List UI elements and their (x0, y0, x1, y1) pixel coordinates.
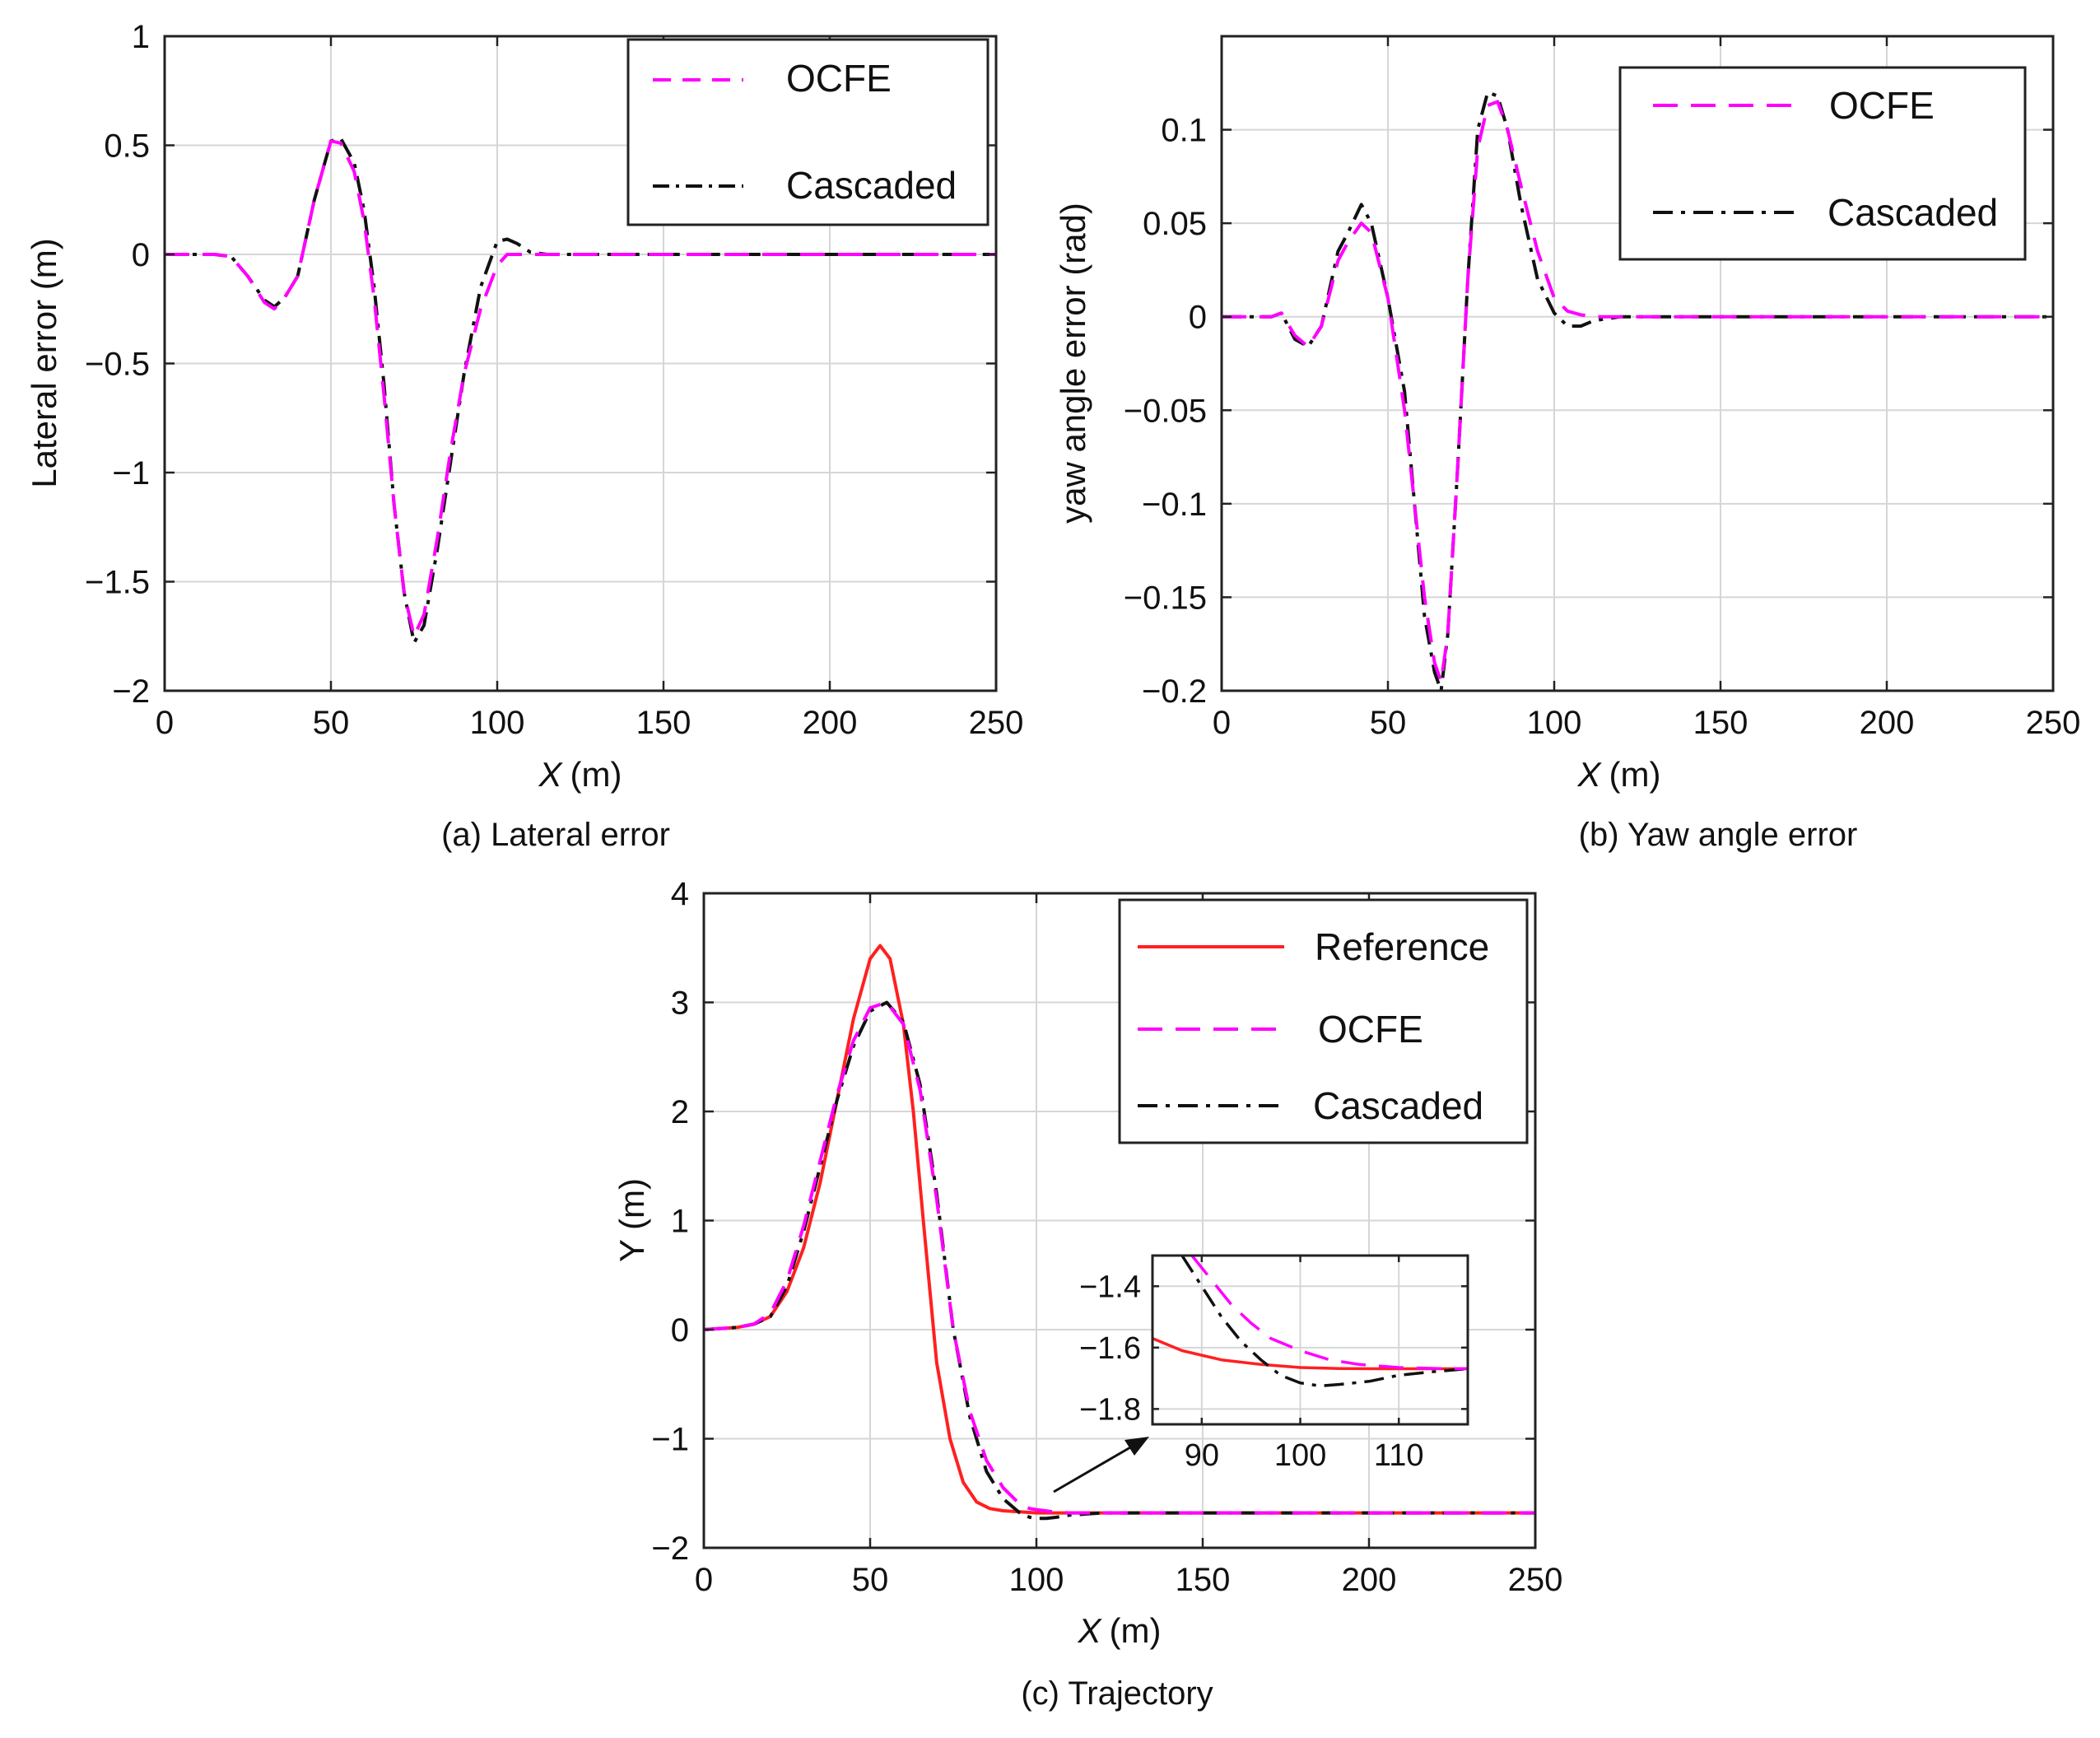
panel-b-legend: OCFE Cascaded (1618, 66, 2027, 261)
panel-a-ylabel: Lateral error (m) (25, 238, 63, 487)
y-tick-label: −0.05 (1124, 393, 1207, 429)
legend-ocfe-label: OCFE (1829, 84, 1935, 127)
x-tick-label: 150 (1693, 705, 1748, 741)
x-tick-label: 150 (636, 705, 691, 741)
x-tick-label: 200 (803, 705, 858, 741)
x-tick-label: 50 (1370, 705, 1407, 741)
panel-b-yaw-angle-error: 0 50 100 150 200 250 −0.2 −0.15 −0.1 −0.05 0 0.05 0.… (1054, 35, 2081, 853)
panel-a-legend-box (626, 38, 989, 226)
panel-a-ticks: 0 50 100 150 200 250 −2 −1.5 −1 −0.5 0 0.5 1 (85, 19, 1023, 741)
y-tick-label: 0.1 (1161, 113, 1207, 149)
series-line-reference (704, 944, 1535, 1515)
arrow-head-icon (1125, 1437, 1149, 1456)
legend-ocfe-label: OCFE (1318, 1008, 1423, 1051)
series-line-cascaded (165, 137, 996, 645)
legend-cascaded-label: Cascaded (786, 164, 957, 207)
legend-cascaded-label: Cascaded (1828, 191, 1998, 234)
x-tick-label: 0 (156, 705, 174, 741)
y-tick-label: −0.5 (85, 347, 150, 383)
series-line-ocfe (1222, 100, 2053, 683)
x-tick-label: 100 (1009, 1562, 1064, 1598)
arrow-shaft (1053, 1442, 1137, 1493)
panel-b-caption: (b) Yaw angle error (1579, 817, 1858, 853)
panel-b-xlabel: X (m) (1577, 755, 1661, 794)
y-tick-label: −0.1 (1142, 487, 1207, 523)
legend-reference-label: Reference (1315, 925, 1489, 968)
x-tick-label: 250 (969, 705, 1024, 741)
panel-c-legend: Reference OCFE Cascaded (1118, 898, 1529, 1144)
y-tick-label: −0.15 (1124, 580, 1207, 616)
panel-c-caption: (c) Trajectory (1021, 1675, 1213, 1712)
y-tick-label: 0 (671, 1312, 689, 1349)
y-tick-label: 2 (671, 1094, 689, 1130)
y-tick-label: −1 (651, 1422, 689, 1458)
panel-c-ylabel: XY (m) (612, 1178, 651, 1262)
panel-b-ticks: 0 50 100 150 200 250 −0.2 −0.15 −0.1 −0.05 0 0.05 0.… (1124, 36, 2081, 741)
y-tick-label: −0.2 (1142, 673, 1207, 710)
panel-a-xlabel: X (m) (538, 755, 622, 794)
panel-c-series (704, 944, 1535, 1521)
y-tick-label: −1.5 (85, 565, 150, 601)
panel-c-xlabel: X (m) (1078, 1611, 1162, 1650)
series-line-ocfe (165, 139, 996, 638)
y-tick-label: 0 (1189, 300, 1207, 336)
y-tick-label: −2 (651, 1531, 689, 1567)
panel-c-legend-box (1118, 898, 1529, 1144)
panel-b-ylabel: yaw angle error (rad) (1054, 203, 1092, 524)
inset-series (1152, 1256, 1468, 1388)
y-tick-label: −2 (112, 673, 150, 710)
inset-background (1152, 1256, 1468, 1424)
panel-a-series (165, 137, 996, 645)
y-tick-label: −1 (112, 455, 150, 492)
y-tick-label: −1.4 (1079, 1270, 1141, 1304)
y-tick-label: 1 (671, 1204, 689, 1240)
x-tick-label: 0 (695, 1562, 713, 1598)
x-tick-label: 100 (1527, 705, 1582, 741)
y-tick-label: 0.5 (104, 128, 150, 165)
x-tick-label: 90 (1185, 1438, 1219, 1473)
panel-a-lateral-error: 0 50 100 150 200 250 −2 −1.5 −1 −0.5 0 0.5 1 OCFE Ca… (25, 19, 1023, 853)
panel-b-legend-box (1618, 66, 2027, 261)
x-tick-label: 250 (1508, 1562, 1563, 1598)
x-tick-label: 150 (1176, 1562, 1231, 1598)
y-tick-label: 0 (132, 237, 150, 273)
inset-pointer-arrow (1053, 1437, 1149, 1493)
panel-c-trajectory: 0 50 100 150 200 250 −2 −1 0 1 2 3 4 Reference OCFE … (612, 876, 1562, 1712)
panel-a-legend: OCFE Cascaded (626, 38, 989, 226)
panel-c-inset: 90 100 110 −1.8 −1.6 −1.4 (1079, 1254, 1469, 1473)
y-tick-label: −1.8 (1079, 1392, 1141, 1427)
x-tick-label: 50 (313, 705, 350, 741)
legend-ocfe-label: OCFE (786, 57, 892, 100)
y-tick-label: 1 (132, 19, 150, 55)
panel-b-series (1222, 91, 2053, 691)
series-line-ocfe (704, 1000, 1535, 1515)
panel-a-caption: (a) Lateral error (441, 817, 670, 853)
panel-c-ticks: 0 50 100 150 200 250 −2 −1 0 1 2 3 4 (651, 876, 1562, 1598)
x-tick-label: 50 (852, 1562, 889, 1598)
x-tick-label: 0 (1213, 705, 1231, 741)
x-tick-label: 110 (1374, 1438, 1424, 1473)
x-tick-label: 200 (1860, 705, 1915, 741)
inset-axes-box (1151, 1254, 1469, 1426)
y-tick-label: 4 (671, 876, 689, 912)
x-tick-label: 100 (1274, 1438, 1326, 1473)
x-tick-label: 100 (470, 705, 525, 741)
series-line-ocfe (1190, 1256, 1468, 1371)
x-tick-label: 250 (2026, 705, 2081, 741)
legend-cascaded-label: Cascaded (1313, 1084, 1483, 1127)
series-line-cascaded (1180, 1256, 1468, 1388)
inset-grid (1152, 1256, 1468, 1424)
panel-b-axes-box (1220, 35, 2055, 692)
y-tick-label: −1.6 (1079, 1331, 1141, 1366)
y-tick-label: 3 (671, 985, 689, 1022)
inset-ticks: 90 100 110 −1.8 −1.6 −1.4 (1079, 1256, 1468, 1473)
series-line-cascaded (1222, 91, 2053, 691)
x-tick-label: 200 (1342, 1562, 1397, 1598)
y-tick-label: 0.05 (1143, 206, 1207, 242)
series-line-reference (1152, 1336, 1468, 1371)
